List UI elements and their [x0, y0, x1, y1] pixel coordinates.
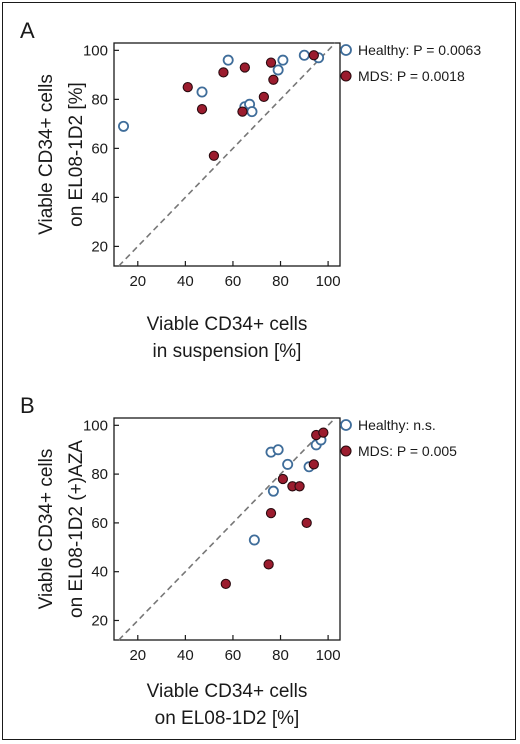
y-tick-label: 80 — [91, 91, 108, 108]
x-tick-label: 100 — [316, 647, 341, 664]
mds-point — [239, 62, 250, 73]
y-tick-label: 20 — [91, 238, 108, 255]
mds-point — [318, 427, 329, 438]
healthy-point — [267, 485, 279, 497]
mds-point — [258, 91, 270, 103]
series-mds — [220, 427, 329, 590]
legend-label: Healthy: P = 0.0063 — [358, 42, 481, 58]
y-tick-label: 60 — [91, 515, 108, 532]
mds-point — [308, 459, 319, 470]
x-axis-label: in suspension [%] — [153, 341, 302, 362]
x-tick-label: 20 — [129, 647, 146, 664]
legend-marker — [340, 70, 352, 82]
series-healthy — [248, 434, 327, 546]
chart-panel-a: A 20 40 60 80 100 20 40 60 80 100 Viable CD34+ cell… — [20, 18, 481, 362]
panel-label: A — [20, 18, 35, 43]
healthy-point — [272, 64, 284, 76]
y-tick-label: 60 — [91, 140, 108, 157]
plot-area — [113, 417, 341, 641]
x-tick-label: 100 — [316, 273, 341, 290]
mds-point — [308, 50, 319, 61]
x-tick-label: 40 — [177, 647, 194, 664]
x-tick-label: 80 — [272, 647, 289, 664]
mds-point — [301, 517, 312, 529]
x-axis-label: Viable CD34+ cells — [147, 314, 308, 335]
mds-point — [265, 57, 277, 68]
x-tick-label: 80 — [272, 273, 289, 290]
legend-label: MDS: P = 0.005 — [358, 443, 457, 459]
x-tick-label: 20 — [129, 273, 146, 290]
mds-point — [208, 150, 220, 161]
y-axis-label: on EL08-1D2 (+)AZA — [66, 440, 87, 618]
mds-point — [277, 473, 289, 485]
legend-marker — [340, 445, 352, 457]
healthy-point — [282, 458, 294, 470]
y-axis-label: Viable CD34+ cells — [36, 449, 57, 610]
y-tick-label: 80 — [91, 466, 108, 483]
mds-point — [263, 559, 274, 570]
healthy-point — [298, 49, 310, 61]
healthy-point — [277, 54, 289, 66]
legend-marker — [340, 44, 352, 56]
x-axis-label: Viable CD34+ cells — [147, 681, 308, 702]
legend-label: MDS: P = 0.0018 — [358, 68, 465, 84]
mds-point — [294, 481, 305, 492]
mds-point — [218, 67, 229, 78]
mds-point — [196, 104, 208, 115]
healthy-point — [272, 444, 284, 456]
healthy-point — [246, 106, 258, 118]
x-axis-label: on EL08-1D2 [%] — [155, 708, 300, 729]
mds-point — [220, 578, 231, 590]
healthy-point — [118, 120, 130, 132]
chart-panel-b: B 20 40 60 80 100 20 40 60 80 100 Viable CD34+ cell… — [20, 393, 457, 729]
legend-marker — [340, 419, 352, 431]
plot-area — [113, 42, 341, 267]
identity-line — [118, 417, 336, 641]
y-tick-label: 40 — [91, 189, 108, 206]
series-healthy — [118, 49, 325, 132]
mds-point — [182, 81, 193, 93]
x-tick-label: 40 — [177, 273, 194, 290]
y-axis-label: on EL08-1D2 [%] — [66, 82, 87, 227]
y-tick-label: 20 — [91, 612, 108, 629]
panel-label: B — [20, 393, 35, 418]
mds-point — [265, 507, 277, 519]
healthy-point — [248, 534, 260, 546]
mds-point — [237, 106, 248, 117]
healthy-point — [196, 86, 208, 98]
y-tick-label: 100 — [83, 42, 108, 59]
healthy-point — [222, 54, 234, 66]
series-mds — [182, 50, 319, 161]
y-axis-label: Viable CD34+ cells — [36, 74, 57, 235]
x-tick-label: 60 — [225, 273, 242, 290]
y-tick-label: 100 — [83, 417, 108, 434]
x-tick-label: 60 — [225, 647, 242, 664]
y-tick-label: 40 — [91, 564, 108, 581]
identity-line — [118, 42, 336, 267]
mds-point — [268, 74, 279, 85]
legend-label: Healthy: n.s. — [358, 417, 436, 433]
